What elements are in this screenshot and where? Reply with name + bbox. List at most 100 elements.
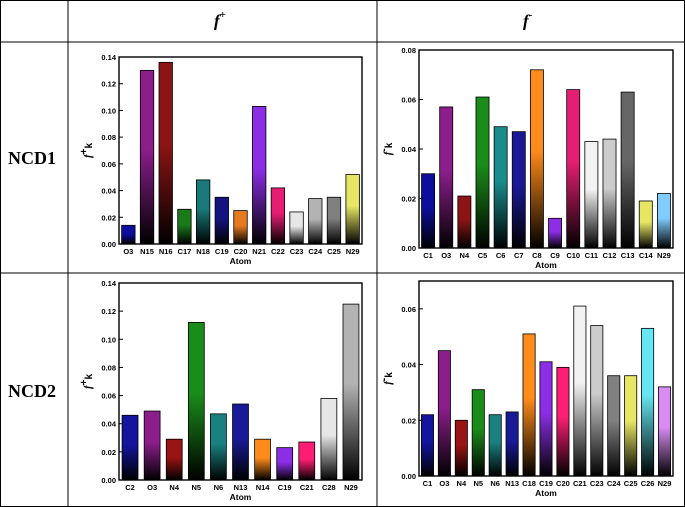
- x-tick-label: C20: [234, 247, 248, 256]
- x-tick-label: N13: [234, 483, 248, 492]
- bar-C1: [420, 414, 434, 477]
- bar-C12: [602, 138, 617, 249]
- bar-C24: [308, 198, 323, 245]
- x-tick-label: N18: [196, 247, 210, 256]
- bar-C9: [548, 217, 562, 249]
- x-axis-title: Atom: [535, 488, 557, 498]
- x-tick-label: C10: [566, 251, 580, 260]
- y-tick-label: 0.04: [401, 145, 416, 154]
- bar-C1: [421, 173, 436, 249]
- x-tick-label: C23: [590, 479, 604, 488]
- bar-N18: [195, 179, 211, 245]
- bar-C25: [624, 375, 638, 477]
- bar-N14: [254, 438, 271, 481]
- bar-N15: [139, 69, 155, 245]
- x-tick-label: N4: [169, 483, 179, 492]
- row-label-ncd1: NCD1: [8, 148, 56, 168]
- x-tick-label: C1: [423, 479, 433, 488]
- bar-C2: [121, 414, 139, 481]
- y-axis-title: f-k: [379, 142, 395, 155]
- x-tick-label: C26: [641, 479, 655, 488]
- chart-ncd2-f-plus: 0.00 0.02 0.04 0.06 0.08 0.10 0.12 0.14 C2 O3 N4 N5…: [79, 279, 363, 502]
- y-tick-label: 0.00: [401, 472, 416, 481]
- x-tick-label: N14: [256, 483, 271, 492]
- x-tick-label: C24: [308, 247, 323, 256]
- y-tick-label: 0.08: [101, 363, 116, 372]
- x-tick-label: C25: [327, 247, 341, 256]
- bar-C20: [556, 366, 570, 477]
- y-tick-label: 0.12: [101, 80, 116, 89]
- x-axis-title: Atom: [230, 256, 252, 266]
- bar-N16: [158, 61, 173, 245]
- bar-C21: [573, 305, 587, 477]
- bar-N6: [488, 414, 502, 477]
- y-tick-label: 0.00: [101, 240, 116, 249]
- bar-C23: [289, 211, 304, 245]
- y-tick-label: 0.00: [401, 244, 416, 253]
- x-tick-label: C2: [125, 483, 135, 492]
- x-tick-label: N13: [505, 479, 519, 488]
- x-axis-title: Atom: [535, 260, 557, 270]
- row-label-ncd2: NCD2: [8, 381, 56, 401]
- x-tick-label: C22: [271, 247, 285, 256]
- bar-C17: [177, 208, 192, 245]
- x-tick-label: O3: [439, 479, 449, 488]
- bar-C20: [233, 210, 248, 245]
- y-tick-label: 0.02: [401, 195, 416, 204]
- y-axis-title: f+k: [79, 374, 95, 390]
- x-tick-label: C6: [496, 251, 506, 260]
- x-tick-label: C18: [522, 479, 536, 488]
- bar-O3: [437, 350, 451, 477]
- bar-N29: [345, 174, 360, 245]
- x-tick-label: C17: [178, 247, 192, 256]
- bar-C19: [214, 196, 229, 245]
- bar-C28: [320, 397, 338, 481]
- bar-C26: [641, 327, 655, 477]
- x-tick-label: N16: [159, 247, 173, 256]
- chart-ncd1-f-plus: 0.00 0.02 0.04 0.06 0.08 0.10 0.12 0.14 O3 N15 N16…: [79, 53, 363, 266]
- x-tick-label: N29: [346, 247, 360, 256]
- bar-N6: [210, 413, 227, 481]
- y-tick-label: 0.06: [401, 96, 416, 105]
- y-tick-label: 0.04: [101, 420, 116, 429]
- y-tick-label: 0.08: [101, 133, 116, 142]
- bar-C23: [590, 325, 604, 477]
- x-tick-label: C21: [573, 479, 587, 488]
- y-tick-label: 0.08: [401, 46, 416, 55]
- y-tick-label: 0.02: [101, 448, 116, 457]
- y-tick-label: 0.12: [101, 307, 116, 316]
- x-tick-label: C21: [300, 483, 314, 492]
- x-tick-label: N21: [252, 247, 266, 256]
- bar-N29: [656, 193, 671, 249]
- bar-C8: [529, 69, 544, 249]
- x-tick-label: O3: [441, 251, 451, 260]
- x-tick-label: C14: [639, 251, 654, 260]
- bar-N13: [232, 403, 249, 481]
- y-tick-label: 0.06: [401, 305, 416, 314]
- y-tick-label: 0.10: [101, 335, 116, 344]
- y-tick-label: 0.10: [101, 106, 116, 115]
- x-tick-label: N6: [214, 483, 224, 492]
- x-tick-label: N4: [457, 479, 467, 488]
- bar-N13: [505, 411, 519, 477]
- bar-C21: [298, 441, 316, 481]
- x-tick-label: N6: [490, 479, 500, 488]
- bar-C7: [511, 131, 526, 249]
- x-tick-label: C24: [607, 479, 622, 488]
- bar-N29: [342, 303, 360, 481]
- x-tick-label: N5: [473, 479, 483, 488]
- y-tick-label: 0.14: [101, 279, 116, 288]
- plot-frame: [418, 49, 674, 249]
- bar-C22: [270, 187, 286, 245]
- x-tick-label: C9: [550, 251, 560, 260]
- x-tick-label: C25: [624, 479, 638, 488]
- x-tick-label: N29: [344, 483, 358, 492]
- bar-C6: [493, 126, 508, 249]
- x-tick-label: N15: [140, 247, 154, 256]
- y-tick-label: 0.14: [101, 53, 116, 62]
- x-tick-label: C11: [585, 251, 598, 260]
- chart-ncd1-f-minus: 0.00 0.02 0.04 0.06 0.08 C1 O3 N4 C5 C6 C7 C8 C9 C10 C…: [379, 46, 674, 270]
- bar-C24: [607, 375, 621, 477]
- bar-C11: [584, 141, 599, 249]
